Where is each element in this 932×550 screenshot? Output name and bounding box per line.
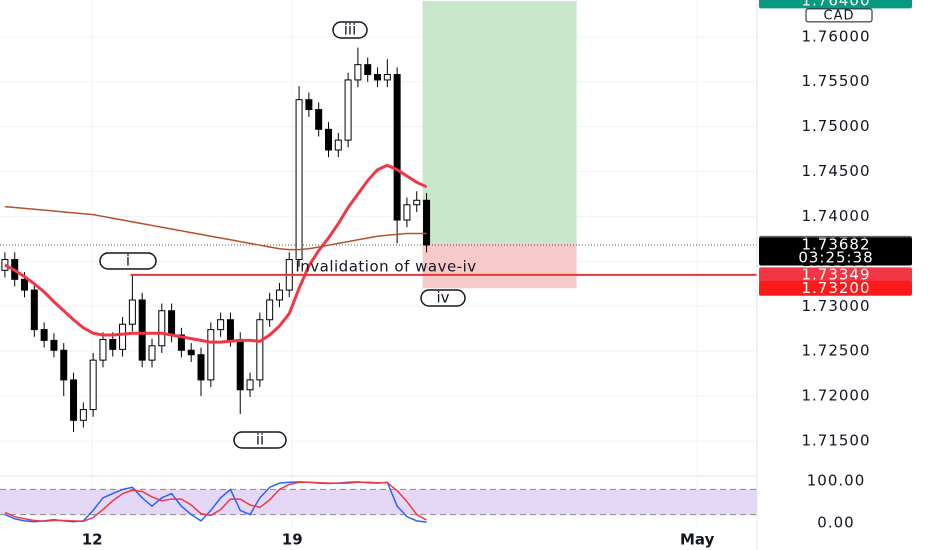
candle-body [217, 319, 225, 331]
price-label: 1.73682 [801, 236, 870, 254]
price-label: 1.76400 [801, 0, 870, 9]
candle-body [354, 64, 362, 81]
y-tick-label: 1.72000 [801, 387, 870, 405]
invalidation-label: Invalidation of wave-iv [295, 257, 476, 275]
candle-body [158, 310, 166, 347]
y-tick-label: 1.73000 [801, 297, 870, 315]
candle-body [256, 319, 264, 381]
candle-body [109, 338, 117, 350]
price-label-box [759, 0, 912, 9]
x-tick-label: 12 [82, 531, 103, 549]
candle-body [148, 345, 156, 361]
candle-body [226, 319, 234, 340]
wave-marker [99, 252, 157, 270]
candle-body [99, 338, 107, 361]
wave-label: iv [436, 289, 449, 307]
candle-body [324, 128, 332, 151]
price-label-box [759, 237, 912, 266]
candle-body [383, 74, 391, 81]
candle-body [89, 359, 97, 411]
price-label-box [759, 280, 912, 296]
candle-body [60, 349, 68, 381]
grid [0, 0, 757, 528]
countdown: 03:25:38 [798, 249, 873, 267]
y-tick-label: 1.74500 [801, 162, 870, 180]
wave-marker [420, 289, 466, 307]
candle-body [266, 299, 274, 321]
stoch-band [0, 489, 757, 515]
candle-body [315, 109, 323, 130]
candle-body [374, 74, 382, 81]
candle-body [30, 289, 38, 331]
y-tick-label: 1.74000 [801, 207, 870, 225]
candle-body [197, 354, 205, 381]
x-tick-label: May [680, 531, 715, 549]
stoch-tick-label: 0.00 [817, 513, 854, 531]
candle-body [393, 74, 401, 221]
candle-body [138, 299, 146, 361]
profit-zone [422, 0, 577, 244]
wave-label: ii [256, 431, 264, 449]
candle-body [364, 64, 372, 76]
candle-body [40, 329, 48, 341]
currency-label: CAD [824, 8, 855, 23]
price-axis: 1.715001.720001.725001.730001.735001.740… [82, 0, 912, 550]
candle-body [168, 310, 176, 336]
candle-body [207, 329, 215, 381]
y-tick-label: 1.76000 [801, 27, 870, 45]
candle-body [236, 338, 244, 391]
candle-body [334, 139, 342, 151]
candle-body [128, 299, 136, 325]
candle-body [305, 99, 313, 111]
stoch-tick-label: 100.00 [807, 472, 866, 490]
candle-body [79, 409, 87, 421]
candle-body [275, 289, 283, 301]
candle-body [177, 334, 185, 351]
loss-zone [422, 243, 577, 289]
y-tick-label: 1.75000 [801, 117, 870, 135]
wave-label: iii [344, 21, 357, 39]
x-tick-label: 19 [282, 531, 303, 549]
wave-marker [233, 431, 287, 449]
candle-body [21, 278, 29, 291]
candle-body [119, 323, 127, 350]
moving-average [4, 163, 428, 344]
wave-marker [332, 21, 368, 39]
y-tick-label: 1.72500 [801, 342, 870, 360]
currency-box [805, 8, 873, 23]
wave-label: i [126, 252, 130, 270]
y-tick-label: 1.71500 [801, 431, 870, 449]
price-label: 1.73200 [801, 279, 870, 297]
moving-average [4, 205, 427, 251]
stoch-line [4, 481, 427, 523]
candle-body [70, 379, 78, 421]
candle-body [413, 199, 421, 206]
candle-body [403, 204, 411, 221]
price-label: 1.73349 [801, 265, 870, 283]
candle-body [246, 379, 254, 391]
candle-body [50, 339, 58, 351]
price-label-box [759, 267, 912, 283]
y-tick-label: 1.75500 [801, 72, 870, 90]
candle-body [344, 79, 352, 141]
candle-body [187, 349, 195, 356]
candle-body [295, 99, 303, 261]
candle-body [423, 199, 431, 246]
